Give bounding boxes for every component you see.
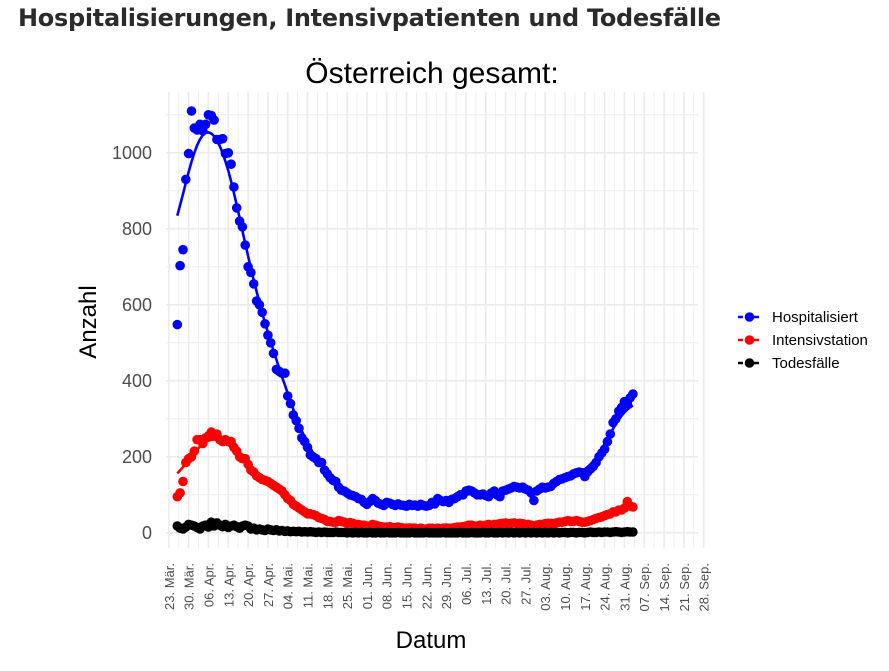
grid-major — [166, 92, 705, 548]
data-point — [529, 495, 539, 506]
x-tick-label: 30. Mär. — [182, 563, 197, 610]
x-tick-label: 13. Apr. — [221, 563, 236, 607]
series-2 — [172, 517, 638, 538]
legend-item: Hospitalisiert — [738, 309, 859, 326]
data-point — [599, 444, 610, 455]
data-point — [302, 442, 313, 453]
x-tick-label: 20. Apr. — [241, 563, 256, 607]
data-point — [189, 446, 200, 456]
data-point — [263, 330, 273, 341]
x-tick-label: 18. Mai. — [320, 563, 335, 609]
x-tick-label: 31. Aug. — [617, 563, 632, 611]
x-axis-title: Datum — [396, 627, 467, 654]
x-tick-label: 24. Aug. — [598, 563, 613, 611]
legend-label: Todesfälle — [772, 355, 840, 372]
data-point — [246, 267, 256, 278]
x-tick-label: 22. Jun. — [419, 563, 434, 609]
y-tick-label: 0 — [142, 523, 152, 543]
data-point — [175, 488, 185, 498]
data-point — [282, 391, 293, 401]
data-point — [172, 319, 183, 330]
x-tick-label: 04. Mai. — [281, 563, 296, 609]
data-point — [260, 319, 270, 329]
data-point — [186, 106, 197, 116]
x-tick-label: 10. Aug. — [558, 563, 573, 611]
data-point — [628, 389, 638, 399]
x-tick-label: 28. Sep. — [697, 563, 712, 611]
data-point — [181, 174, 191, 185]
x-tick-label: 20. Jul. — [499, 563, 514, 605]
grid-minor — [166, 92, 698, 548]
data-point — [265, 338, 276, 348]
data-point — [231, 203, 242, 213]
data-point — [183, 148, 194, 159]
x-tick-label: 15. Jun. — [400, 563, 415, 609]
x-tick-label: 27. Jul. — [518, 563, 533, 605]
x-tick-label: 03. Aug. — [538, 563, 553, 611]
x-tick-label: 25. Mai. — [340, 563, 355, 609]
legend-key-point — [744, 335, 755, 345]
y-tick-label: 400 — [122, 371, 152, 391]
x-tick-label: 27. Apr. — [261, 563, 276, 607]
y-tick-label: 200 — [122, 447, 152, 467]
legend-item: Intensivstation — [738, 332, 868, 349]
x-tick-label: 17. Aug. — [578, 563, 593, 611]
chart-title: Österreich gesamt: — [305, 57, 558, 90]
data-point — [248, 279, 259, 289]
data-point — [240, 240, 250, 250]
data-point — [223, 148, 234, 158]
data-point — [226, 159, 236, 169]
data-point — [602, 436, 613, 447]
y-axis-ticks: 0 200 400 600 800 1000 — [112, 143, 152, 543]
data-point — [628, 527, 638, 537]
data-point — [316, 457, 327, 468]
legend-key-point — [744, 312, 755, 322]
data-point — [285, 398, 296, 409]
x-tick-label: 14. Sep. — [657, 563, 672, 611]
data-point — [294, 423, 304, 434]
legend-item: Todesfälle — [738, 355, 840, 372]
data-point — [200, 119, 211, 130]
x-axis-ticks: 23. Mär. 30. Mär. 06. Apr. 13. Apr. 20. Apr.… — [162, 563, 712, 611]
x-tick-label: 23. Mär. — [162, 563, 177, 610]
series-layer — [172, 106, 638, 538]
data-point — [628, 502, 638, 512]
data-point — [611, 414, 621, 424]
data-point — [254, 300, 265, 310]
x-tick-label: 21. Sep. — [677, 563, 692, 611]
x-tick-label: 07. Sep. — [637, 563, 652, 611]
legend-label: Hospitalisiert — [772, 309, 859, 326]
page-heading: Hospitalisierungen, Intensivpatienten un… — [18, 4, 721, 32]
x-tick-label: 11. Mai. — [300, 563, 315, 608]
data-point — [178, 476, 188, 487]
data-point — [209, 115, 219, 125]
legend: Hospitalisiert Intensivstation Todesfälle — [738, 309, 868, 372]
data-point — [257, 307, 268, 318]
series-0 — [172, 106, 638, 512]
data-point — [178, 244, 188, 255]
x-tick-label: 06. Jul. — [459, 563, 474, 605]
data-point — [217, 133, 228, 144]
legend-key-point — [744, 358, 755, 368]
data-point — [237, 222, 248, 232]
y-tick-label: 800 — [122, 219, 152, 239]
legend-label: Intensivstation — [772, 332, 868, 349]
data-point — [175, 260, 185, 271]
data-point — [229, 182, 239, 192]
x-tick-label: 13. Jul. — [479, 563, 494, 605]
x-tick-label: 01. Jun. — [360, 563, 375, 609]
x-tick-label: 06. Apr. — [201, 563, 216, 607]
y-axis-title: Anzahl — [75, 285, 102, 358]
data-point — [605, 429, 616, 439]
y-tick-label: 600 — [122, 295, 152, 315]
data-point — [280, 368, 290, 379]
x-tick-label: 29. Jun. — [439, 563, 454, 609]
data-point — [268, 348, 279, 359]
x-tick-label: 08. Jun. — [380, 563, 395, 609]
data-point — [291, 415, 302, 426]
y-tick-label: 1000 — [112, 143, 152, 163]
